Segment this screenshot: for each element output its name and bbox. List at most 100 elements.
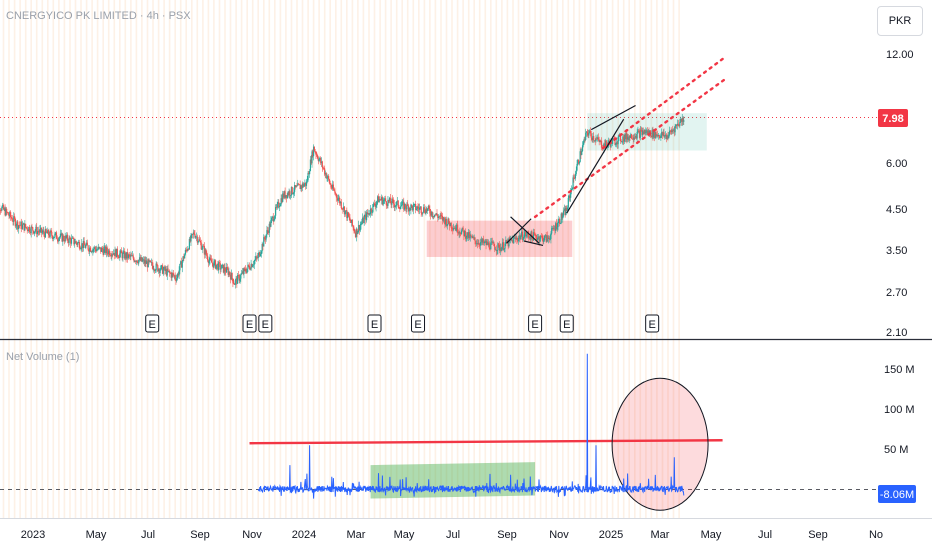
earnings-marker: E <box>645 314 660 333</box>
candle-body <box>534 234 536 236</box>
candle-body <box>82 241 84 249</box>
candle-body <box>175 278 177 281</box>
weekend-band <box>423 0 426 518</box>
candle-body <box>179 263 181 271</box>
candle-body <box>143 259 145 264</box>
candle-body <box>597 137 599 140</box>
weekend-band <box>202 0 204 518</box>
candle-body <box>315 152 317 155</box>
candle-body <box>40 227 43 233</box>
candle-body <box>115 249 117 258</box>
weekend-band <box>185 0 187 518</box>
candle-body <box>441 215 443 217</box>
candle-body <box>23 223 25 231</box>
candle-body <box>465 237 467 239</box>
candle-body <box>646 130 648 132</box>
pattern-line-3 <box>506 218 532 244</box>
candle-body <box>239 278 241 281</box>
weekend-band <box>456 0 459 518</box>
candle-body <box>321 161 323 168</box>
candle-body <box>150 262 153 263</box>
candle-body <box>614 138 616 145</box>
candle-body <box>574 178 576 179</box>
candle-body <box>672 129 675 131</box>
candle-body <box>104 246 107 254</box>
candle-body <box>278 202 280 208</box>
candle-body <box>225 267 228 273</box>
candle-body <box>423 207 425 212</box>
weekend-band <box>246 0 248 518</box>
candle-body <box>55 232 58 239</box>
candle-body <box>107 251 109 255</box>
candle-body <box>248 264 250 267</box>
candle-body <box>145 260 147 264</box>
candle-body <box>453 228 455 230</box>
candle-body <box>504 243 506 249</box>
candle-body <box>400 205 403 207</box>
candle-body <box>237 274 240 276</box>
candle-body <box>627 137 629 140</box>
candle-body <box>577 160 579 165</box>
candle-body <box>505 240 507 244</box>
candle-body <box>310 159 312 164</box>
weekend-band <box>251 0 254 518</box>
weekend-band <box>179 0 182 518</box>
candle-body <box>456 224 459 233</box>
weekend-band <box>8 0 10 518</box>
candle-body <box>3 208 5 210</box>
candle-body <box>403 203 406 210</box>
candle-body <box>619 134 622 142</box>
candle-body <box>444 219 446 225</box>
candle-body <box>357 230 359 234</box>
candle-body <box>501 247 503 251</box>
candle-body <box>290 195 292 197</box>
candle-body <box>388 199 390 202</box>
currency-button[interactable]: PKR <box>877 6 923 36</box>
candle-body <box>471 236 474 238</box>
candle-body <box>520 236 522 240</box>
candle-body <box>266 230 268 235</box>
candle-body <box>656 135 658 136</box>
volume-axis-tick: 50 M <box>884 444 908 456</box>
candle-body <box>12 221 14 222</box>
candle-body <box>297 183 300 185</box>
candle-body <box>220 268 222 270</box>
candle-body <box>570 190 572 198</box>
candle-body <box>481 239 483 243</box>
candle-body <box>28 226 30 232</box>
weekend-band <box>517 0 520 518</box>
candle-body <box>356 228 358 234</box>
candle-body <box>131 255 133 257</box>
candle-body <box>612 138 615 140</box>
candle-body <box>120 250 122 254</box>
candle-body <box>562 215 564 219</box>
candle-body <box>512 239 514 244</box>
candle-body <box>141 257 143 262</box>
candle-body <box>539 239 541 242</box>
candle-body <box>500 247 502 251</box>
candle-body <box>96 249 98 252</box>
candle-body <box>282 193 285 198</box>
candle-body <box>364 214 366 218</box>
candle-body <box>122 252 124 259</box>
candle-body <box>459 231 461 234</box>
weekend-band <box>501 0 503 518</box>
candle-body <box>558 219 560 222</box>
candle-body <box>550 233 552 239</box>
candle-body <box>371 211 373 213</box>
candle-body <box>45 229 47 232</box>
candle-body <box>681 117 683 122</box>
candle-body <box>2 204 4 207</box>
candle-body <box>339 198 341 204</box>
weekend-band <box>312 0 315 518</box>
candle-body <box>173 275 175 277</box>
candle-body <box>77 242 79 245</box>
candle-body <box>188 248 190 250</box>
candle-body <box>519 235 521 240</box>
earnings-marker: E <box>258 314 273 333</box>
candle-body <box>126 252 128 259</box>
candle-body <box>137 262 139 264</box>
weekend-band <box>323 0 326 518</box>
candle-body <box>517 239 519 242</box>
